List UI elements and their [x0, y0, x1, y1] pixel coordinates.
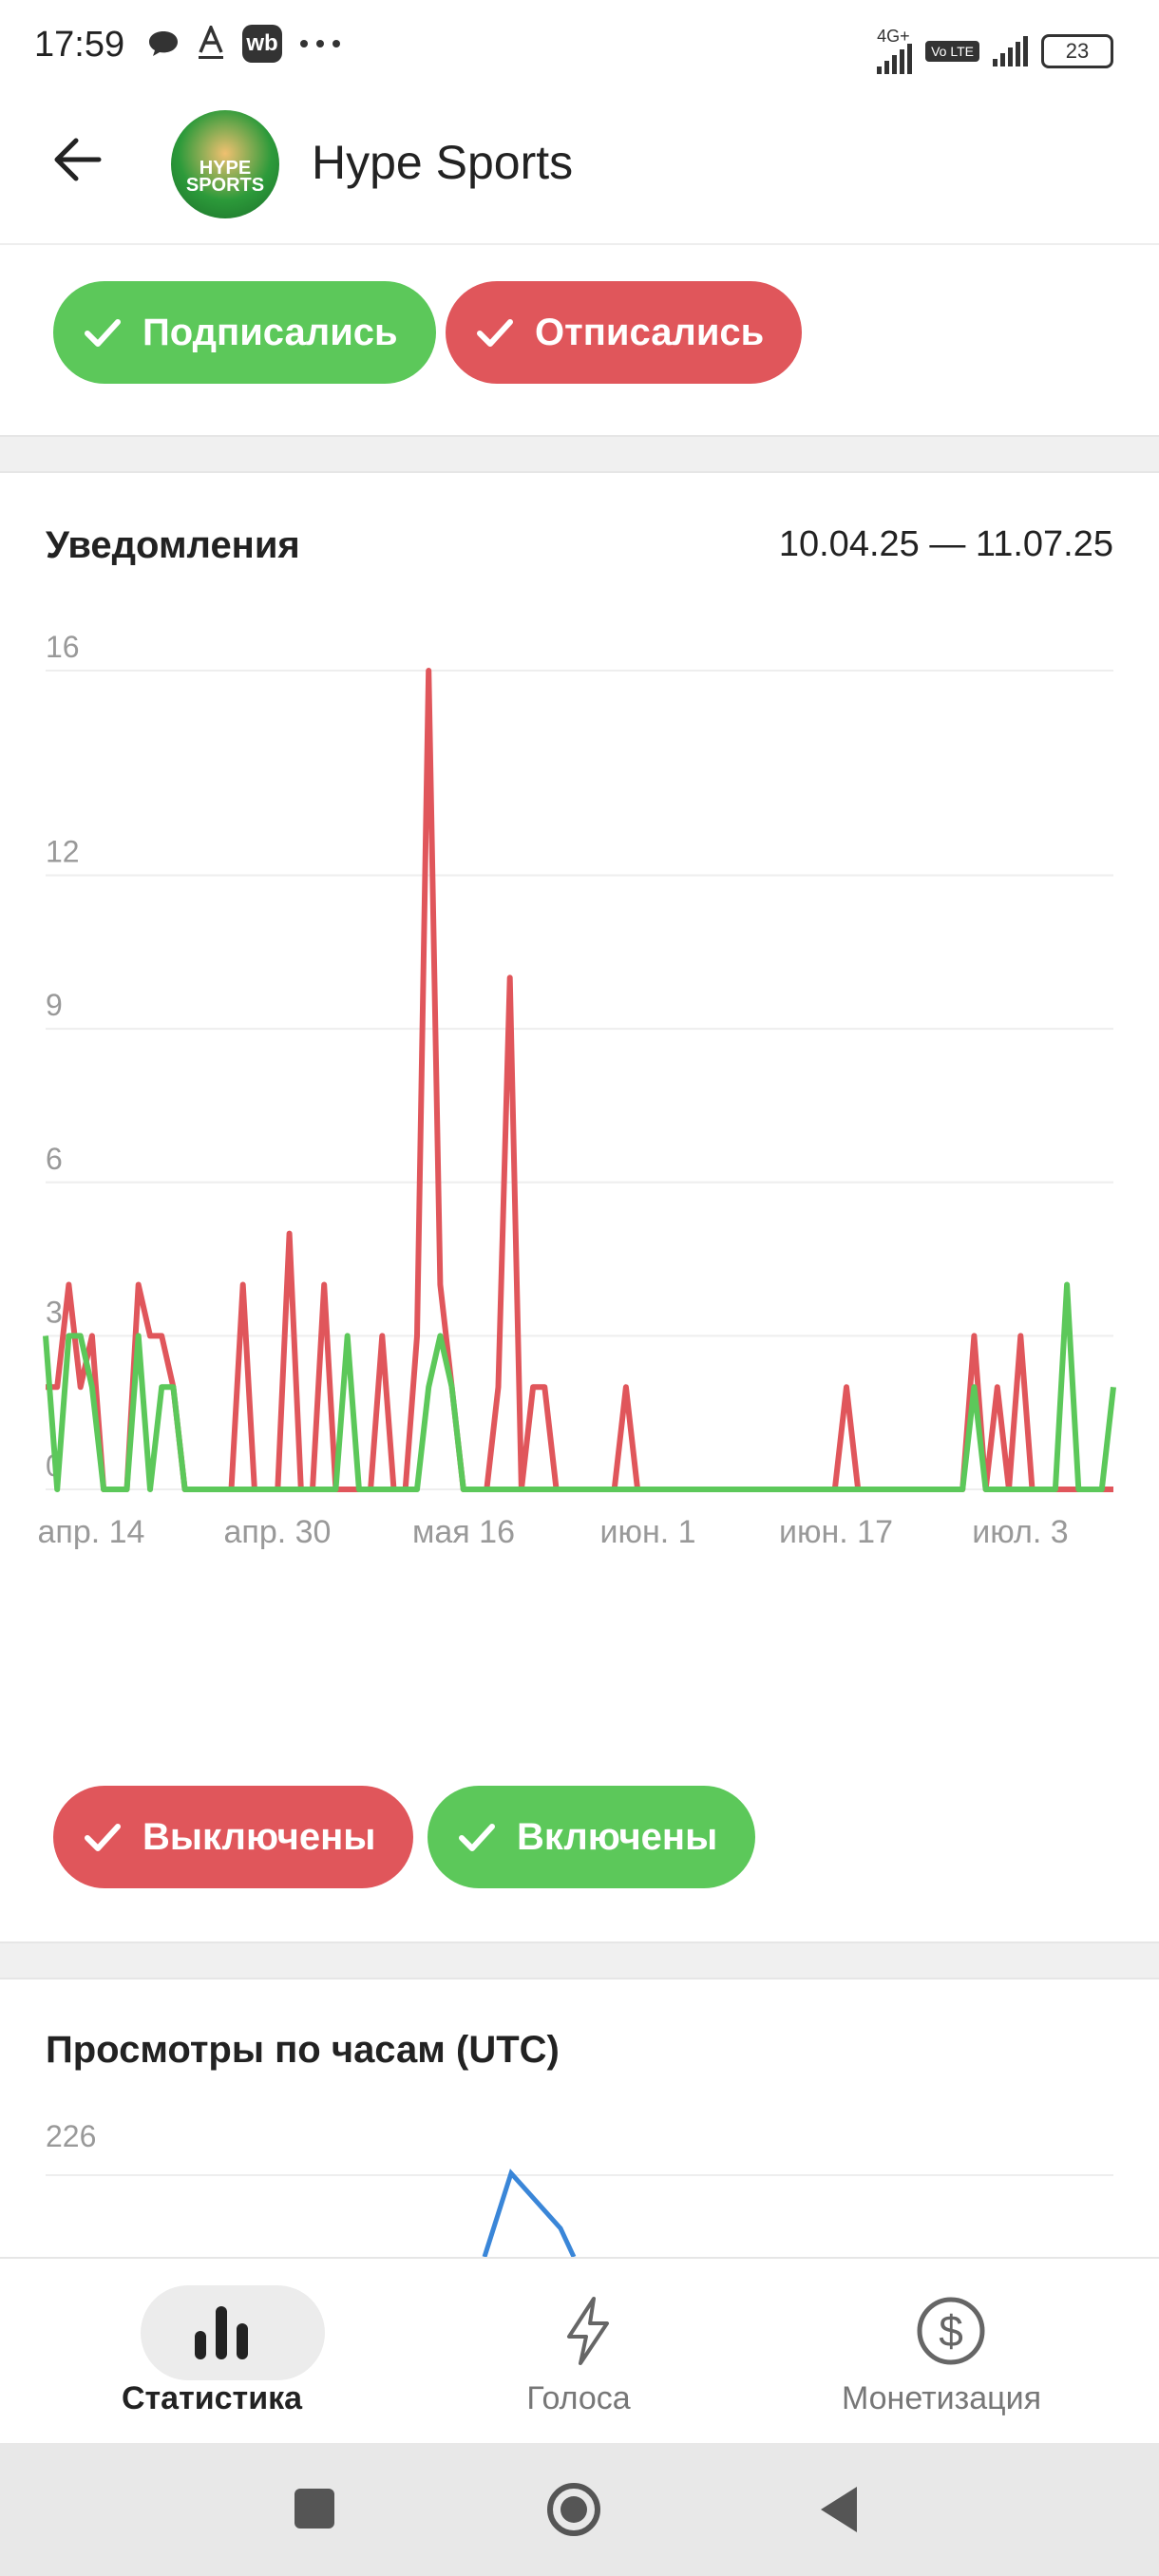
status-left-icons: wb — [147, 25, 341, 63]
svg-text:$: $ — [939, 2306, 963, 2356]
chat-bubble-icon — [149, 31, 178, 56]
x-tick-label: апр. 14 — [38, 1514, 145, 1550]
avatar-logo-text: HYPE SPORTS — [185, 158, 265, 196]
nav-statistics-label: Статистика — [121, 2380, 303, 2416]
series-line-disabled — [46, 668, 1113, 1492]
bar-chart-icon — [195, 2306, 248, 2359]
nav-active-pill — [141, 2285, 325, 2380]
bottom-navigation: Статистика Голоса $ Монетизация — [0, 2257, 1159, 2445]
nav-monetization-label: Монетизация — [841, 2380, 1042, 2416]
battery-level: 23 — [1065, 39, 1090, 63]
more-dots-icon — [300, 40, 340, 47]
nav-votes[interactable]: Голоса — [386, 2259, 771, 2445]
recent-apps-icon[interactable] — [291, 2485, 338, 2532]
signal-strength-2-icon — [993, 36, 1028, 66]
legend-enabled-label: Включены — [517, 1815, 718, 1858]
channel-header: HYPE SPORTS Hype Sports — [0, 95, 1159, 245]
section-divider — [0, 435, 1159, 473]
channel-avatar[interactable]: HYPE SPORTS — [171, 110, 279, 218]
notifications-title: Уведомления — [46, 524, 300, 566]
status-right-icons: 4G+ Vo LTE 23 — [877, 28, 1113, 74]
hourly-views-chart[interactable]: 226 — [0, 2109, 1159, 2257]
date-range[interactable]: 10.04.25 — 11.07.25 — [778, 524, 1113, 564]
legend-disabled-label: Выключены — [142, 1815, 376, 1858]
signal-strength-icon — [877, 44, 913, 74]
wb-app-icon: wb — [242, 25, 282, 63]
legend-disabled-chip[interactable]: Выключены — [53, 1786, 414, 1888]
channel-title: Hype Sports — [312, 136, 574, 189]
filter-unsubscribed-label: Отписались — [535, 311, 765, 353]
volte-icon: Vo LTE — [925, 41, 979, 62]
home-icon[interactable] — [545, 2481, 602, 2538]
network-type: 4G+ — [877, 27, 910, 46]
x-tick-label: мая 16 — [412, 1514, 515, 1550]
legend-enabled-chip[interactable]: Включены — [428, 1786, 756, 1888]
nav-statistics[interactable]: Статистика — [19, 2259, 405, 2445]
x-tick-label: июл. 3 — [972, 1514, 1068, 1550]
nav-votes-label: Голоса — [526, 2380, 631, 2416]
font-a-icon — [199, 26, 223, 59]
y-tick-label: 3 — [46, 1295, 63, 1329]
y-tick-label: 9 — [46, 988, 63, 1022]
filter-subscribed-chip[interactable]: Подписались — [53, 281, 436, 384]
back-arrow-icon[interactable] — [49, 131, 106, 188]
status-bar: 17:59 wb 4G+ Vo LTE 23 — [0, 0, 1159, 95]
nav-monetization[interactable]: $ Монетизация — [749, 2259, 1134, 2445]
hourly-views-line — [482, 2169, 577, 2257]
system-navigation-bar — [0, 2443, 1159, 2576]
check-icon — [477, 319, 513, 347]
check-icon — [459, 1824, 495, 1851]
x-tick-label: апр. 30 — [224, 1514, 332, 1550]
lightning-icon — [567, 2297, 609, 2365]
battery-icon: 23 — [1041, 34, 1113, 68]
check-icon — [85, 319, 121, 347]
filter-subscribed-label: Подписались — [142, 311, 398, 353]
y-tick-label: 6 — [46, 1142, 63, 1176]
back-triangle-icon[interactable] — [815, 2483, 863, 2536]
dollar-circle-icon: $ — [917, 2297, 985, 2365]
x-tick-label: июн. 1 — [599, 1514, 695, 1550]
series-line-enabled — [43, 1281, 1116, 1492]
hourly-views-title: Просмотры по часам (UTC) — [46, 2029, 560, 2071]
y-tick-label: 16 — [46, 630, 80, 664]
x-tick-label: июн. 17 — [779, 1514, 893, 1550]
check-icon — [85, 1824, 121, 1851]
network-indicator: 4G+ — [877, 27, 913, 74]
filter-unsubscribed-chip[interactable]: Отписались — [446, 281, 803, 384]
y-tick-label: 226 — [46, 2119, 96, 2153]
status-time: 17:59 — [34, 25, 125, 65]
y-tick-label: 12 — [46, 835, 80, 869]
section-divider — [0, 1941, 1159, 1979]
